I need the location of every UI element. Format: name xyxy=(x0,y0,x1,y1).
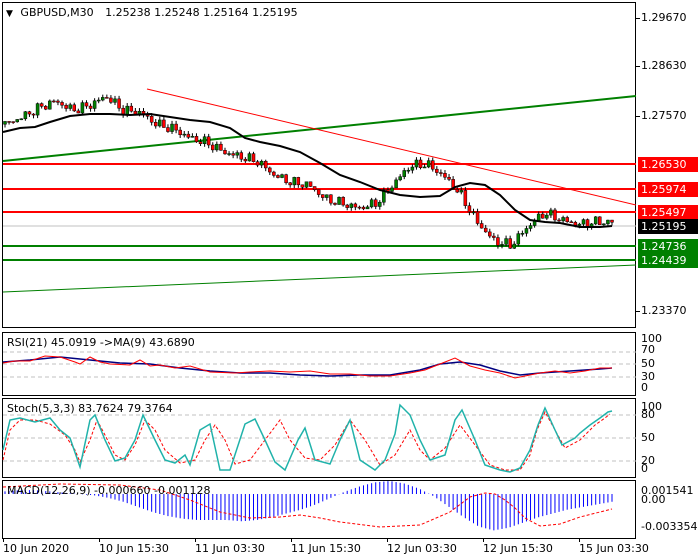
time-axis-label: 11 Jun 15:30 xyxy=(291,542,361,555)
time-axis-label: 10 Jun 2020 xyxy=(3,542,70,555)
time-axis-label: 10 Jun 15:30 xyxy=(99,542,169,555)
time-axis-label: 12 Jun 03:30 xyxy=(387,542,457,555)
axis-tick xyxy=(636,116,640,117)
chart-header: ▼ GBPUSD,M30 1.25238 1.25248 1.25164 1.2… xyxy=(6,6,298,19)
resistance-level-tag: 1.25497 xyxy=(638,205,698,220)
price-axis-label: 1.27570 xyxy=(641,109,687,122)
macd-axis-label: 0.001541 xyxy=(641,484,694,497)
rsi-ma-line xyxy=(2,356,613,377)
resistance-levels xyxy=(3,163,636,213)
rsi-axis-label: 30 xyxy=(641,370,655,383)
stoch-axis-label: 80 xyxy=(641,408,655,421)
time-tick xyxy=(3,538,4,542)
time-axis-label: 15 Jun 03:30 xyxy=(579,542,649,555)
candlesticks xyxy=(3,94,614,249)
ohlc-values: 1.25238 1.25248 1.25164 1.25195 xyxy=(105,6,298,19)
moving-average-line xyxy=(2,112,613,228)
macd-title: MACD(12,26,9) -0.000660 -0.001128 xyxy=(7,484,211,497)
current-price-tag: 1.25195 xyxy=(638,219,698,234)
axis-tick xyxy=(636,66,640,67)
rsi-axis-label: 0 xyxy=(641,381,648,394)
rsi-line xyxy=(2,355,612,379)
time-tick xyxy=(195,538,196,542)
time-tick xyxy=(291,538,292,542)
support-level-tag: 1.24439 xyxy=(638,253,698,268)
support-levels xyxy=(3,245,636,261)
resistance-level-tag: 1.25974 xyxy=(638,182,698,197)
time-tick xyxy=(483,538,484,542)
price-axis-label: 1.23370 xyxy=(641,304,687,317)
ascending-trendline-top xyxy=(2,95,637,162)
rsi-axis-label: 70 xyxy=(641,343,655,356)
axis-tick xyxy=(636,18,640,19)
time-tick xyxy=(387,538,388,542)
rsi-axis-label: 50 xyxy=(641,357,655,370)
stoch-axis-label: 100 xyxy=(641,400,662,413)
support-level-tag: 1.24736 xyxy=(638,239,698,254)
stoch-main-line xyxy=(2,403,613,473)
stoch-axis-label: 20 xyxy=(641,454,655,467)
stoch-axis-label: 0 xyxy=(641,462,648,475)
time-tick xyxy=(579,538,580,542)
symbol-label: GBPUSD,M30 xyxy=(20,6,94,19)
macd-axis-label: 0.00 xyxy=(641,493,666,506)
descending-trendline xyxy=(146,88,637,206)
price-axis-label: 1.28630 xyxy=(641,59,687,72)
time-axis-label: 12 Jun 15:30 xyxy=(483,542,553,555)
stoch-axis-label: 50 xyxy=(641,431,655,444)
rsi-title: RSI(21) 45.0919 ->MA(9) 43.6890 xyxy=(7,336,195,349)
resistance-level-tag: 1.26530 xyxy=(638,157,698,172)
ascending-trendline-bottom xyxy=(2,264,637,293)
triangle-down-icon[interactable]: ▼ xyxy=(6,9,13,19)
rsi-axis-label: 100 xyxy=(641,332,662,345)
macd-signal-line xyxy=(2,483,613,528)
time-tick xyxy=(99,538,100,542)
axis-tick xyxy=(636,311,640,312)
time-axis-label: 11 Jun 03:30 xyxy=(195,542,265,555)
stoch-title: Stoch(5,3,3) 83.7624 79.3764 xyxy=(7,402,173,415)
macd-axis-label: -0.003354 xyxy=(641,520,698,533)
price-axis-label: 1.29670 xyxy=(641,11,687,24)
